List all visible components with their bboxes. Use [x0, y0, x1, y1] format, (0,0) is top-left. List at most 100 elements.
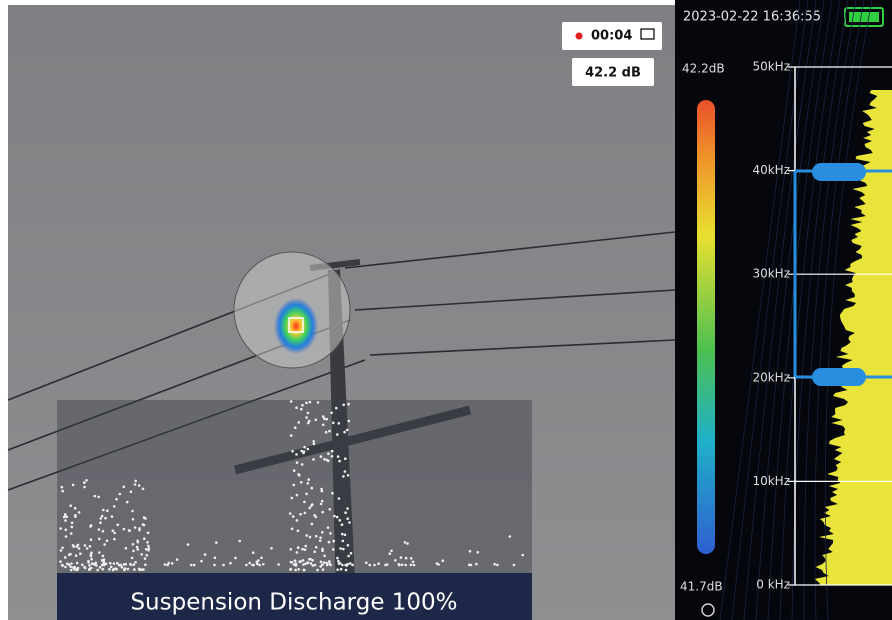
phase-dot	[320, 561, 323, 564]
phase-dot	[106, 509, 109, 512]
phase-dot	[136, 546, 139, 549]
phase-dot	[331, 492, 334, 495]
phase-dot	[123, 528, 126, 531]
phase-dot	[323, 555, 326, 558]
phase-dot	[98, 528, 101, 531]
phase-dot	[344, 534, 347, 537]
phase-dot	[131, 557, 134, 560]
phase-dot	[99, 521, 102, 524]
phase-dot	[137, 541, 140, 544]
phase-dot	[70, 562, 73, 565]
phase-dot	[171, 562, 174, 565]
frequency-label: 20kHz	[752, 370, 790, 384]
phase-dot	[108, 568, 111, 571]
phase-dot	[84, 567, 87, 570]
phase-dot	[79, 552, 82, 555]
phase-dot	[124, 563, 127, 566]
phase-dot	[59, 560, 62, 563]
color-scale-bar	[697, 100, 715, 554]
phase-dot	[333, 540, 336, 543]
heat-spot	[274, 298, 318, 354]
phase-dot	[64, 519, 67, 522]
phase-dot	[335, 407, 338, 410]
color-scale-max: 42.2dB	[682, 62, 725, 76]
phase-dot	[295, 406, 298, 409]
frequency-label: 40kHz	[752, 163, 790, 177]
phase-dot	[336, 557, 339, 560]
phase-dot	[322, 424, 325, 427]
phase-dot	[303, 450, 306, 453]
phase-dot	[323, 561, 326, 564]
phase-dot	[301, 463, 304, 466]
phase-dot	[351, 564, 354, 567]
phase-dot	[412, 561, 415, 564]
phase-dot	[146, 541, 149, 544]
phase-dot	[204, 553, 207, 556]
phase-dot	[321, 500, 324, 503]
phase-dot	[110, 566, 113, 569]
phase-dot	[134, 561, 137, 564]
phase-dot	[138, 568, 141, 571]
phase-dot	[309, 401, 312, 404]
phase-dot	[296, 494, 299, 497]
phase-dot	[373, 564, 376, 567]
phase-dot	[102, 555, 105, 558]
record-time: 00:04	[591, 29, 632, 44]
phase-dot	[144, 557, 147, 560]
phase-dot	[315, 535, 318, 538]
phase-dot	[320, 503, 323, 506]
frequency-label: 10kHz	[752, 474, 790, 488]
phase-dot	[140, 553, 143, 556]
phase-dot	[289, 512, 292, 515]
phase-dot	[123, 486, 126, 489]
acoustic-imager-screen: Suspension Discharge 100% 00:04 42.2 dB …	[0, 0, 892, 620]
phase-dot	[340, 568, 343, 571]
phase-dot	[347, 474, 350, 477]
phase-dot	[442, 559, 445, 562]
phase-dot	[296, 519, 299, 522]
phase-dot	[386, 563, 389, 566]
phase-dot	[346, 517, 349, 520]
phase-dot	[312, 440, 315, 443]
phase-dot	[319, 565, 322, 568]
phase-dot	[305, 402, 308, 405]
phase-dot	[132, 550, 135, 553]
phase-dot	[132, 543, 135, 546]
phase-dot	[329, 508, 332, 511]
phase-dot	[346, 429, 349, 432]
phase-dot	[262, 563, 265, 566]
phase-dot	[290, 434, 293, 437]
phase-dot	[493, 563, 496, 566]
phase-dot	[78, 511, 81, 514]
phase-dot	[331, 450, 334, 453]
phase-dot	[323, 458, 326, 461]
frequency-label: 0 kHz	[756, 578, 790, 592]
phase-dot	[76, 568, 79, 571]
phase-dot	[90, 567, 93, 570]
phase-dot	[302, 559, 305, 562]
phase-dot	[142, 488, 145, 491]
phase-dot	[309, 558, 312, 561]
phase-dot	[116, 562, 119, 565]
phase-dot	[245, 564, 248, 567]
phase-dot	[404, 564, 407, 567]
phase-dot	[299, 513, 302, 516]
phase-dot	[89, 545, 92, 548]
phase-dot	[291, 450, 294, 453]
phase-dot	[119, 493, 122, 496]
phase-dot	[258, 564, 261, 567]
phase-dot	[78, 547, 81, 550]
phase-dot	[257, 559, 260, 562]
phase-dot	[310, 562, 313, 565]
phase-dot	[316, 569, 319, 572]
phase-dot	[113, 568, 116, 571]
phase-dot	[104, 517, 107, 520]
phase-dot	[312, 458, 315, 461]
phase-dot	[348, 420, 351, 423]
phase-dot	[307, 448, 310, 451]
phase-dot	[290, 548, 293, 551]
phase-dot	[344, 457, 347, 460]
phase-dot	[294, 559, 297, 562]
phase-dot	[142, 523, 145, 526]
phase-dot	[294, 426, 297, 429]
